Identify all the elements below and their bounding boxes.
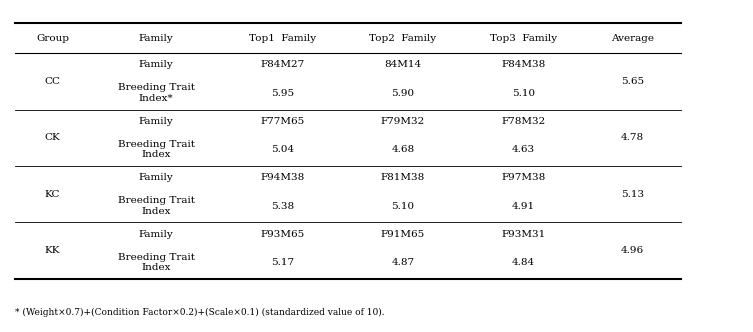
Text: KC: KC	[45, 190, 60, 199]
Text: Top3  Family: Top3 Family	[489, 34, 557, 43]
Text: Group: Group	[36, 34, 69, 43]
Text: 5.90: 5.90	[392, 89, 414, 98]
Text: CK: CK	[45, 133, 60, 142]
Text: KK: KK	[45, 246, 60, 255]
Text: Family: Family	[139, 173, 174, 182]
Text: 4.96: 4.96	[621, 246, 644, 255]
Text: 5.38: 5.38	[271, 202, 294, 210]
Text: 5.13: 5.13	[621, 190, 644, 199]
Text: F91M65: F91M65	[381, 230, 425, 239]
Text: 5.95: 5.95	[271, 89, 294, 98]
Text: 5.65: 5.65	[621, 77, 644, 86]
Text: Breeding Trait
Index: Breeding Trait Index	[117, 196, 195, 216]
Text: Average: Average	[611, 34, 654, 43]
Text: F77M65: F77M65	[261, 117, 304, 126]
Text: 5.04: 5.04	[271, 145, 294, 154]
Text: 4.63: 4.63	[512, 145, 535, 154]
Text: Breeding Trait
Index*: Breeding Trait Index*	[117, 83, 195, 103]
Text: 4.84: 4.84	[512, 258, 535, 267]
Text: 84M14: 84M14	[384, 60, 422, 69]
Text: 5.10: 5.10	[392, 202, 414, 210]
Text: Breeding Trait
Index: Breeding Trait Index	[117, 253, 195, 272]
Text: * (Weight×0.7)+(Condition Factor×0.2)+(Scale×0.1) (standardized value of 10).: * (Weight×0.7)+(Condition Factor×0.2)+(S…	[15, 307, 385, 317]
Text: F84M38: F84M38	[501, 60, 545, 69]
Text: Family: Family	[139, 230, 174, 239]
Text: F93M31: F93M31	[501, 230, 545, 239]
Text: Breeding Trait
Index: Breeding Trait Index	[117, 140, 195, 159]
Text: F84M27: F84M27	[261, 60, 304, 69]
Text: Top1  Family: Top1 Family	[248, 34, 316, 43]
Text: Top2  Family: Top2 Family	[369, 34, 437, 43]
Text: Family: Family	[139, 117, 174, 126]
Text: F81M38: F81M38	[381, 173, 425, 182]
Text: 4.91: 4.91	[512, 202, 535, 210]
Text: 5.17: 5.17	[271, 258, 294, 267]
Text: CC: CC	[44, 77, 61, 86]
Text: 4.78: 4.78	[621, 133, 644, 142]
Text: 4.68: 4.68	[392, 145, 414, 154]
Text: F94M38: F94M38	[261, 173, 304, 182]
Text: F79M32: F79M32	[381, 117, 425, 126]
Text: F97M38: F97M38	[501, 173, 545, 182]
Text: 4.87: 4.87	[392, 258, 414, 267]
Text: Family: Family	[139, 60, 174, 69]
Text: F78M32: F78M32	[501, 117, 545, 126]
Text: F93M65: F93M65	[261, 230, 304, 239]
Text: Family: Family	[139, 34, 174, 43]
Text: 5.10: 5.10	[512, 89, 535, 98]
